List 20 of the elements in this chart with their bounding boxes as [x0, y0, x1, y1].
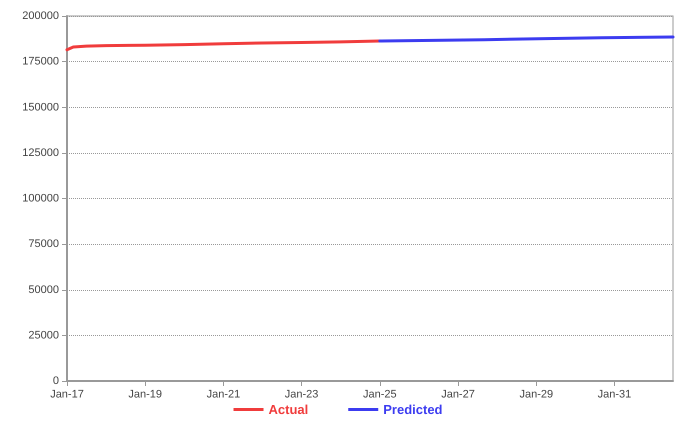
x-tick-label: Jan-19 — [128, 388, 162, 400]
y-tick-label: 125000 — [22, 146, 59, 159]
y-tick-label: 50000 — [28, 284, 59, 296]
x-tick-label: Jan-23 — [284, 388, 318, 400]
y-tick-label: 25000 — [28, 329, 59, 342]
line-series — [66, 40, 382, 52]
y-tick-label: 75000 — [28, 238, 59, 250]
y-tick-label: 0 — [52, 375, 59, 387]
x-tick-label: Jan-31 — [598, 388, 632, 400]
y-tick-label: 150000 — [22, 101, 59, 114]
x-tick-label: Jan-29 — [519, 388, 554, 400]
x-tick-label: Jan-17 — [50, 388, 84, 400]
x-tick-label: Jan-27 — [441, 388, 475, 400]
y-tick-label: 100000 — [22, 192, 59, 204]
legend-label: Actual — [268, 402, 308, 417]
y-tick-label: 175000 — [22, 56, 59, 68]
legend-label: Predicted — [383, 402, 443, 417]
y-tick-label: 200000 — [22, 10, 59, 22]
x-tick-label: Jan-25 — [363, 388, 397, 400]
x-tick-label: Jan-21 — [206, 388, 240, 400]
